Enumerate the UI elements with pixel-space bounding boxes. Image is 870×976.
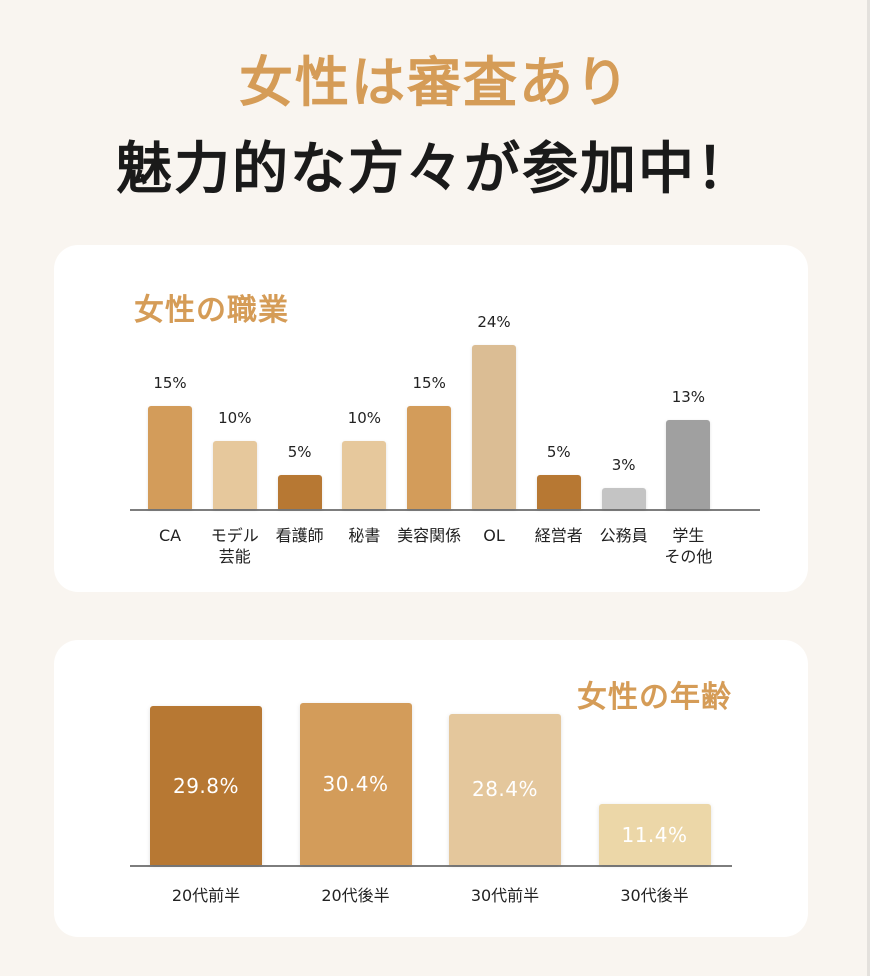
occupation-category-label: 看護師 (275, 526, 324, 545)
occupation-category-label: 秘書 (348, 526, 381, 545)
occupation-title: 女性の職業 (134, 293, 289, 328)
age-category-label: 20代後半 (321, 886, 390, 905)
occupation-value-label: 24% (477, 312, 511, 331)
occupation-value-label: 3% (611, 456, 636, 475)
age-title: 女性の年齢 (577, 680, 732, 715)
occupation-category-label: CA (158, 526, 182, 545)
page-edge-divider (867, 0, 870, 976)
occupation-value-label: 15% (153, 374, 187, 393)
occupation-bar (277, 474, 322, 509)
age-bar: 28.4% (449, 713, 561, 865)
age-value-label: 29.8% (172, 773, 240, 798)
age-bar: 30.4% (299, 702, 412, 865)
occupation-value-label: 5% (287, 442, 312, 461)
occupation-category-label: モデル 芸能 (210, 526, 259, 566)
occupation-category-label: 美容関係 (397, 526, 462, 545)
occupation-value-label: 5% (546, 442, 571, 461)
occupation-category-label: 学生 その他 (664, 526, 713, 566)
occupation-bar (601, 488, 646, 509)
age-category-label: 20代前半 (171, 886, 241, 905)
occupation-bar (472, 344, 516, 509)
age-card: 女性の年齢 29.8% 20代前半 30.4% 20代後半 28.4% 30代前半 11.4… (54, 640, 808, 937)
occupation-card: 女性の職業 15% CA 10% モデル 芸能 5% 看護師 10% 秘書 15% 美容関係 24%… (54, 245, 808, 592)
occupation-category-label: OL (483, 526, 505, 545)
occupation-value-label: 15% (412, 374, 446, 393)
occupation-bar (212, 440, 257, 509)
occupation-category-label: 経営者 (534, 526, 583, 545)
occupation-category-label: 公務員 (599, 526, 648, 545)
occupation-value-label: 10% (347, 408, 382, 427)
headline-screening: 女性は審査あり (239, 51, 631, 114)
age-category-label: 30代後半 (620, 886, 689, 905)
headline-attractive-members: 魅力的な方々が参加中！ (116, 137, 754, 202)
age-bar: 11.4% (598, 804, 711, 865)
occupation-value-label: 13% (671, 387, 706, 406)
age-value-label: 11.4% (621, 822, 688, 847)
occupation-bar (148, 406, 192, 509)
age-value-label: 28.4% (471, 777, 539, 802)
age-x-axis (130, 865, 732, 867)
occupation-bar (536, 474, 581, 509)
occupation-x-axis (130, 509, 760, 511)
occupation-bar (407, 406, 452, 509)
occupation-value-label: 10% (218, 408, 252, 427)
age-category-label: 30代前半 (470, 886, 540, 905)
age-bar: 29.8% (150, 706, 262, 865)
occupation-bar (666, 419, 711, 509)
age-value-label: 30.4% (322, 771, 389, 796)
age-bar-chart: 29.8% 20代前半 30.4% 20代後半 28.4% 30代前半 11.4% 30代後半 (130, 640, 732, 937)
occupation-bar (342, 440, 387, 509)
occupation-bar-chart: 15% CA 10% モデル 芸能 5% 看護師 10% 秘書 15% 美容関係 24% OL 5% 経営… (130, 245, 760, 592)
